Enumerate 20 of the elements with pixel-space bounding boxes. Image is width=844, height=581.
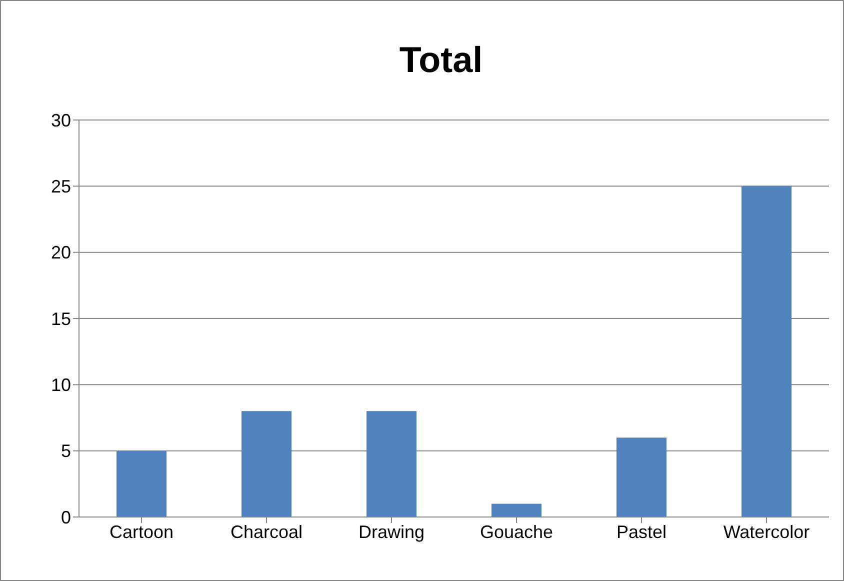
bar	[742, 186, 792, 517]
x-tick-label: Watercolor	[723, 522, 810, 542]
y-tick-label: 20	[50, 242, 71, 263]
bar	[366, 411, 416, 517]
bar	[492, 504, 542, 517]
x-tick-label: Charcoal	[230, 522, 303, 542]
x-tick-label: Gouache	[480, 522, 554, 542]
x-tick-label: Drawing	[358, 522, 425, 542]
y-tick-label: 30	[50, 110, 71, 130]
bar	[242, 411, 292, 517]
y-tick-label: 25	[50, 176, 71, 197]
y-tick-label: 0	[60, 507, 71, 528]
y-tick-label: 5	[60, 441, 71, 462]
x-tick-label: Cartoon	[109, 522, 174, 542]
bar	[616, 438, 666, 517]
y-tick-label: 15	[50, 308, 71, 329]
y-tick-label: 10	[50, 375, 71, 396]
bar	[116, 450, 166, 517]
x-tick-label: Pastel	[616, 522, 667, 542]
chart-title: Total	[398, 39, 484, 81]
